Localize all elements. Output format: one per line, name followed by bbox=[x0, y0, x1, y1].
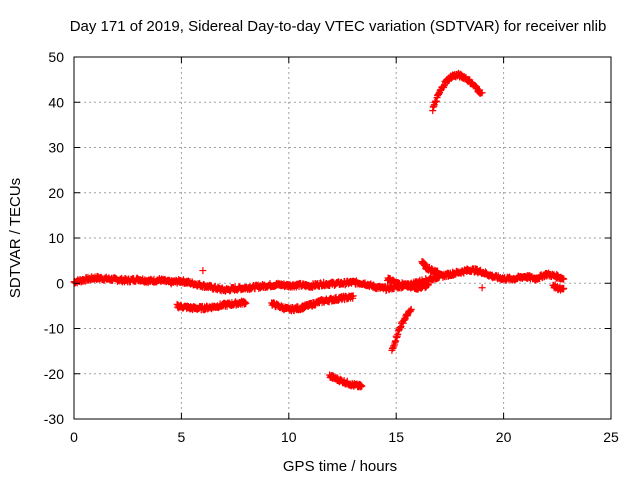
y-tick-label: 50 bbox=[48, 49, 64, 65]
y-tick-label: -10 bbox=[44, 321, 64, 337]
series-high-arc bbox=[429, 69, 486, 115]
data-points bbox=[70, 69, 568, 391]
y-tick-label: 30 bbox=[48, 140, 64, 156]
series-steep-rise bbox=[388, 305, 415, 354]
series-descending-arc bbox=[326, 371, 366, 391]
series-points bbox=[429, 69, 486, 115]
series-tail bbox=[549, 281, 568, 294]
x-axis-ticks: 0 5 10 15 20 25 bbox=[70, 57, 619, 445]
series-points bbox=[199, 267, 486, 292]
series-points bbox=[70, 272, 432, 295]
series-points bbox=[268, 292, 357, 315]
y-axis-label: SDTVAR / TECUs bbox=[7, 178, 24, 298]
y-tick-label: 0 bbox=[56, 275, 64, 291]
series-points bbox=[173, 297, 250, 314]
series-points bbox=[384, 265, 568, 290]
x-tick-label: 15 bbox=[388, 429, 404, 445]
x-tick-label: 10 bbox=[281, 429, 297, 445]
series-isolated-points bbox=[199, 267, 486, 292]
x-tick-label: 5 bbox=[178, 429, 186, 445]
y-tick-label: -30 bbox=[44, 411, 64, 427]
series-points bbox=[388, 305, 415, 354]
x-tick-label: 20 bbox=[496, 429, 512, 445]
chart-title: Day 171 of 2019, Sidereal Day-to-day VTE… bbox=[70, 18, 607, 35]
y-tick-label: 20 bbox=[48, 185, 64, 201]
x-axis-label: GPS time / hours bbox=[283, 458, 397, 475]
series-short-arc bbox=[418, 258, 443, 278]
x-tick-label: 0 bbox=[70, 429, 78, 445]
series-near-zero-baseline bbox=[70, 272, 432, 295]
y-axis-ticks: -30 -20 -10 0 10 20 30 40 50 bbox=[44, 49, 611, 427]
series-points bbox=[326, 371, 366, 391]
series-points bbox=[418, 258, 443, 278]
y-tick-label: 10 bbox=[48, 230, 64, 246]
series-recovery bbox=[384, 265, 568, 290]
y-tick-label: 40 bbox=[48, 94, 64, 110]
series-points bbox=[549, 281, 568, 294]
series-dip-9-13h bbox=[268, 292, 357, 315]
grid bbox=[74, 57, 611, 419]
y-tick-label: -20 bbox=[44, 366, 64, 382]
series-dip-5-8h bbox=[173, 297, 250, 314]
x-tick-label: 25 bbox=[603, 429, 619, 445]
